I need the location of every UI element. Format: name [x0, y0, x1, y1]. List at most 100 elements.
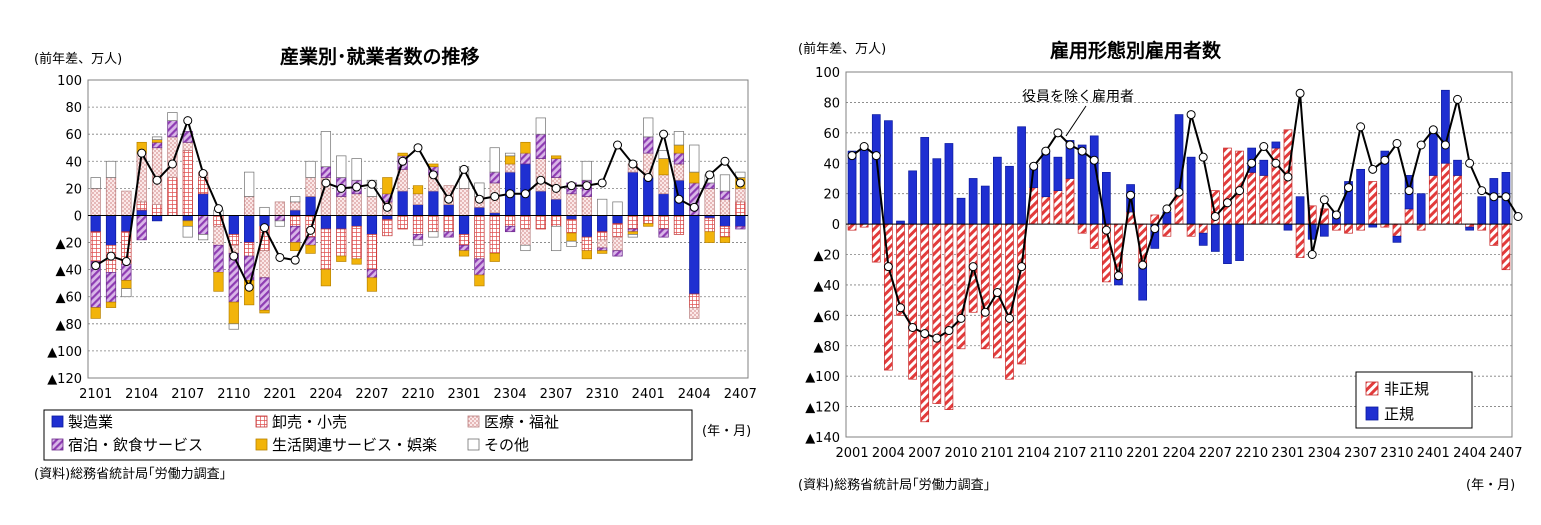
y-tick-label: 60: [65, 128, 82, 143]
bar-series-5-2303: [489, 147, 500, 173]
total-point-2110: [1101, 225, 1111, 235]
industry-chart-panel: 産業別･就業者数の推移 (前年差、万人) 100 80 60 40 20 0 ▲20 ▲40 ▲…: [0, 0, 770, 525]
bar-series-1-2002: [859, 147, 869, 225]
total-point-2305: [520, 189, 530, 199]
total-point-2304: [1319, 195, 1329, 205]
total-point-2204: [321, 178, 331, 188]
x-tick-label: 2204: [309, 387, 342, 402]
total-point-2407: [735, 178, 745, 188]
total-line: [851, 93, 1519, 340]
legend-swatch-series-1: [255, 415, 268, 428]
bar-series-1-2009: [944, 143, 954, 225]
x-tick-label: 2207: [1199, 446, 1232, 461]
total-point-2101: [91, 261, 101, 271]
bar-series-0-2308: [1368, 181, 1378, 225]
x-tick-label: 2107: [171, 387, 204, 402]
bar-series-4-2404: [689, 171, 700, 184]
total-point-2104: [137, 148, 147, 158]
total-point-2001: [847, 151, 857, 161]
total-point-2303: [490, 191, 500, 201]
x-tick-label: 2107: [1053, 446, 1086, 461]
bar-series-0-2111: [244, 215, 255, 243]
total-point-2301: [459, 164, 469, 174]
total-point-2308: [1368, 164, 1378, 174]
bar-series-0-2105: [151, 215, 163, 222]
bar-series-1-2310: [1392, 235, 1402, 243]
bar-series-1-2102: [1005, 165, 1014, 225]
bar-series-1-2201: [1138, 266, 1148, 301]
bar-series-1-2308: [566, 219, 577, 234]
bar-series-3-2407: [735, 225, 746, 230]
bar-series-5-2406: [719, 174, 731, 192]
total-point-undefined: [1513, 211, 1523, 221]
y-tick-label: ▲40: [55, 264, 82, 279]
legend-swatch-series-2: [467, 415, 480, 428]
legend-swatch-series-3: [51, 438, 64, 451]
bar-series-1-2211: [1259, 159, 1269, 176]
bar-series-3-2303: [489, 171, 500, 184]
bar-series-4-2105: [151, 139, 163, 143]
bar-series-5-2105: [151, 136, 163, 140]
bar-series-3-2204: [320, 166, 332, 178]
total-point-2109: [213, 204, 223, 214]
bar-series-5-2111: [244, 171, 255, 197]
total-point-2107: [183, 116, 193, 126]
bar-series-1-2012: [980, 185, 990, 225]
bar-series-3-2112: [259, 277, 270, 311]
bar-series-2-2206: [351, 193, 362, 216]
bar-series-1-2004: [884, 120, 893, 225]
total-point-2208: [1222, 198, 1232, 208]
chart-title: 産業別･就業者数の推移: [280, 46, 480, 68]
bar-series-2-2207: [366, 196, 378, 216]
bar-series-4-2310: [597, 250, 608, 254]
bar-series-0-2006: [908, 223, 917, 380]
bar-series-5-2202: [290, 196, 301, 203]
bar-series-0-2202: [290, 209, 301, 216]
bar-series-1-2309: [581, 236, 592, 252]
total-point-2407: [1501, 192, 1511, 202]
bar-series-5-2306: [535, 117, 546, 135]
bar-series-1-2302: [1295, 196, 1305, 225]
total-point-2404: [1465, 158, 1475, 168]
total-point-2201: [1138, 260, 1148, 270]
bar-series-0-2310: [597, 215, 608, 233]
bar-series-4-2207: [366, 277, 378, 292]
bar-series-0-2108: [1077, 223, 1087, 234]
bar-series-1-2403: [673, 215, 685, 235]
bar-series-0-2206: [351, 215, 362, 227]
bar-series-2-2210: [412, 193, 424, 205]
bar-series-1-2106: [1053, 156, 1063, 191]
total-point-2207: [367, 179, 377, 189]
total-point-2209: [1235, 186, 1245, 196]
x-tick-label: 2101: [79, 387, 112, 402]
bar-series-1-2210: [412, 215, 424, 235]
bar-series-3-2307: [551, 158, 562, 178]
total-point-2004: [883, 262, 893, 272]
total-point-2112: [260, 223, 270, 233]
total-point-2210: [413, 143, 423, 153]
bar-series-1-2211: [428, 215, 439, 233]
bar-series-2-2309: [581, 196, 592, 216]
bar-series-2-2304: [504, 163, 516, 173]
total-point-2207: [1210, 211, 1220, 221]
bar-series-4-2303: [489, 253, 500, 262]
x-tick-label: 2310: [586, 387, 619, 402]
bar-series-0-2307: [1356, 223, 1365, 231]
bar-series-3-2311: [612, 250, 623, 257]
legend-box: [43, 409, 693, 461]
x-tick-label: 2407: [1489, 446, 1522, 461]
total-point-2206: [1198, 152, 1208, 162]
bar-series-1-2007: [920, 137, 930, 225]
x-tick-label: 2204: [1162, 446, 1195, 461]
bar-series-1-2305: [520, 215, 531, 230]
bar-series-2-2311: [612, 236, 623, 252]
bar-series-0-2312: [1416, 223, 1426, 231]
bar-series-3-2210: [412, 234, 424, 241]
y-tick-label: ▲100: [805, 370, 840, 385]
bar-series-0-2009: [944, 223, 954, 410]
y-axis-unit-label: (前年差、万人): [34, 52, 123, 67]
legend-label-series-4: 生活関連サービス・娯楽: [272, 436, 437, 454]
bar-series-2-2306: [535, 158, 546, 192]
legend-label-series-2: 医療・福祉: [484, 413, 559, 431]
bar-series-1-2405: [704, 217, 715, 233]
